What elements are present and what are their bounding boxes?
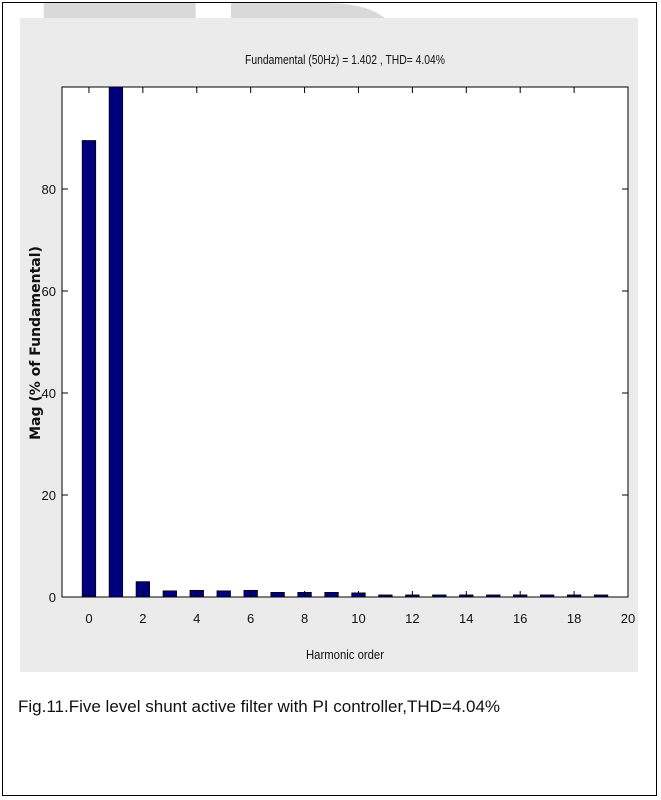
chart: Fundamental (50Hz) = 1.402 , THD= 4.04% … — [28, 52, 635, 662]
x-tick-label: 4 — [193, 611, 200, 626]
x-tick-label: 20 — [621, 611, 635, 626]
x-tick-label: 10 — [351, 611, 365, 626]
y-tick-label: 40 — [42, 386, 56, 401]
bar-h13 — [432, 594, 447, 598]
bar-h0 — [81, 140, 97, 598]
bar-h7 — [270, 592, 285, 598]
bar-h17 — [540, 594, 555, 598]
y-tick-label: 80 — [42, 182, 56, 197]
plot-area — [61, 86, 629, 598]
x-tick-label: 8 — [301, 611, 308, 626]
y-ticks-group: 0 20 40 60 80 — [42, 182, 628, 605]
bar-h5 — [216, 590, 231, 598]
bar-h9 — [324, 592, 339, 598]
x-tick-label: 6 — [247, 611, 254, 626]
x-tick-label: 0 — [85, 611, 92, 626]
y-tick-label: 20 — [42, 488, 56, 503]
bar-h15 — [486, 594, 501, 598]
x-tick-label: 12 — [405, 611, 419, 626]
x-tick-label: 2 — [139, 611, 146, 626]
chart-title: Fundamental (50Hz) = 1.402 , THD= 4.04% — [245, 52, 445, 67]
x-tick-label: 18 — [567, 611, 581, 626]
bar-h19 — [593, 594, 609, 598]
y-tick-label: 60 — [42, 284, 56, 299]
bar-h3 — [162, 590, 177, 598]
chart-figure: Fundamental (50Hz) = 1.402 , THD= 4.04% … — [20, 18, 638, 672]
y-tick-label: 0 — [49, 590, 56, 605]
x-tick-label: 16 — [513, 611, 527, 626]
bar-h1 — [108, 86, 124, 598]
figure-caption: Fig.11.Five level shunt active filter wi… — [18, 697, 501, 716]
x-tick-label: 14 — [459, 611, 473, 626]
y-axis-label: Mag (% of Fundamental) — [28, 246, 44, 440]
bar-h11 — [378, 594, 393, 598]
x-axis-label: Harmonic order — [306, 647, 385, 662]
x-ticks-group: 0 2 4 6 8 10 12 14 16 18 20 — [85, 87, 635, 626]
